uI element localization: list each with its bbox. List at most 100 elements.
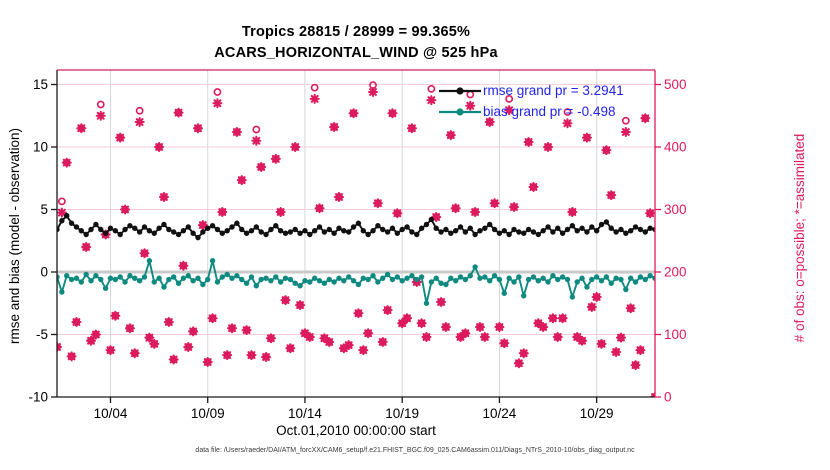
obs-assimilated-marker [192, 123, 204, 134]
rmse-series-marker [448, 230, 454, 236]
bias-series-marker [180, 275, 187, 281]
rmse-series-marker [117, 231, 123, 238]
obs-assimilated-marker [518, 348, 529, 359]
rmse-series-marker [462, 229, 469, 235]
rmse-series-marker [409, 229, 415, 235]
right-axis-label: # of obs: o=possible; *=assimilated [792, 133, 807, 343]
rmse-series-marker [404, 224, 410, 230]
bias-series-marker [112, 276, 119, 283]
bias-series-marker [151, 279, 157, 285]
obs-assimilated-marker [572, 331, 583, 343]
rmse-series-marker [574, 228, 580, 234]
bias-series-marker [83, 271, 89, 278]
right-tick-label: 200 [664, 265, 687, 280]
bias-series-marker [516, 274, 522, 280]
rmse-series-marker [598, 221, 605, 228]
bias-series-marker [307, 279, 313, 285]
bias-series-marker [336, 275, 342, 281]
rmse-series-marker [486, 221, 493, 228]
bias-series-marker [243, 280, 250, 286]
bias-series-marker [589, 276, 595, 283]
rmse-series-marker [525, 226, 532, 233]
left-tick-label: 0 [40, 265, 48, 280]
obs-assimilated-marker [358, 345, 369, 356]
obs-possible-marker [57, 197, 66, 206]
bias-series-marker [205, 276, 211, 283]
bias-series-marker [185, 273, 191, 279]
obs-assimilated-marker [314, 203, 325, 214]
bias-series-marker [316, 278, 323, 284]
bias-series-marker [224, 271, 230, 278]
bias-series-marker [107, 275, 114, 281]
rmse-series-marker [428, 216, 435, 223]
obs-assimilated-marker [367, 86, 379, 98]
obs-assimilated-marker [256, 161, 267, 173]
bias-series-marker [521, 293, 527, 299]
bias-series-marker [68, 276, 75, 283]
bias-series-marker [156, 275, 162, 281]
rmse-series-marker [209, 223, 216, 229]
obs-assimilated-marker [552, 331, 563, 343]
rmse-series-marker [229, 224, 235, 230]
rmse-series-marker [316, 224, 323, 230]
obs-assimilated-marker [304, 331, 315, 343]
rmse-series-marker [253, 224, 260, 230]
rmse-series-marker [550, 229, 556, 235]
rmse-series-marker [234, 220, 240, 226]
obs-assimilated-marker [319, 333, 330, 344]
obs-possible-marker [427, 84, 436, 93]
legend-item-rmse: rmse grand pr = 3.2941 [437, 80, 624, 101]
obs-assimilated-marker [606, 190, 617, 201]
bias-series-marker [195, 275, 201, 281]
rmse-series-marker [141, 224, 148, 230]
rmse-series-marker [350, 224, 357, 230]
rmse-series-marker [555, 225, 561, 231]
obs-assimilated-marker [280, 295, 291, 306]
bias-series-marker [341, 278, 347, 284]
right-tick-label: 0 [664, 390, 672, 405]
bias-series-marker [491, 273, 498, 279]
rmse-series-marker [214, 226, 221, 233]
rmse-series-marker [258, 229, 264, 235]
obs-assimilated-marker [85, 335, 97, 346]
bias-series-marker [608, 280, 614, 286]
bias-series-marker [535, 278, 542, 284]
bias-series-marker [273, 274, 279, 280]
obs-assimilated-marker [71, 316, 82, 328]
bias-series-marker [170, 274, 177, 280]
bias-series-marker [73, 275, 80, 281]
obs-count-markers [57, 81, 655, 397]
rmse-series-marker [642, 229, 648, 235]
rmse-series-marker [647, 225, 653, 231]
bias-series-marker [613, 275, 619, 281]
rmse-series-marker [472, 231, 478, 238]
obs-assimilated-marker [76, 123, 87, 134]
rmse-series-marker [287, 229, 294, 235]
rmse-series-marker [477, 228, 483, 234]
obs-assimilated-marker [591, 291, 602, 303]
rmse-series-marker [360, 228, 366, 234]
rmse-series-marker [584, 229, 590, 235]
obs-assimilated-marker [557, 313, 568, 324]
rmse-series-marker [268, 226, 274, 233]
obs-assimilated-marker [581, 132, 592, 143]
obs-assimilated-marker [261, 351, 272, 363]
bias-series-marker [268, 278, 274, 284]
ticks-and-labels: 15 10 5 0 -5 -10 0 100 200 300 400 500 10/04 10/09 10/… [28, 77, 686, 421]
bias-series-marker [559, 274, 566, 280]
rmse-series-marker [68, 220, 75, 226]
bias-series-marker [292, 280, 298, 286]
bias-series-marker [321, 280, 328, 286]
bias-series-marker [263, 275, 269, 281]
rmse-series-marker [506, 231, 512, 238]
rmse-series-marker [57, 226, 60, 233]
rmse-series-marker [540, 228, 546, 234]
obs-assimilated-marker [577, 335, 588, 346]
obs-assimilated-marker [188, 326, 199, 337]
left-tick-label: 5 [40, 202, 48, 217]
bias-series-marker [623, 286, 629, 293]
obs-assimilated-marker [246, 350, 257, 361]
rmse-series-marker [618, 226, 624, 233]
obs-assimilated-marker [377, 336, 388, 348]
